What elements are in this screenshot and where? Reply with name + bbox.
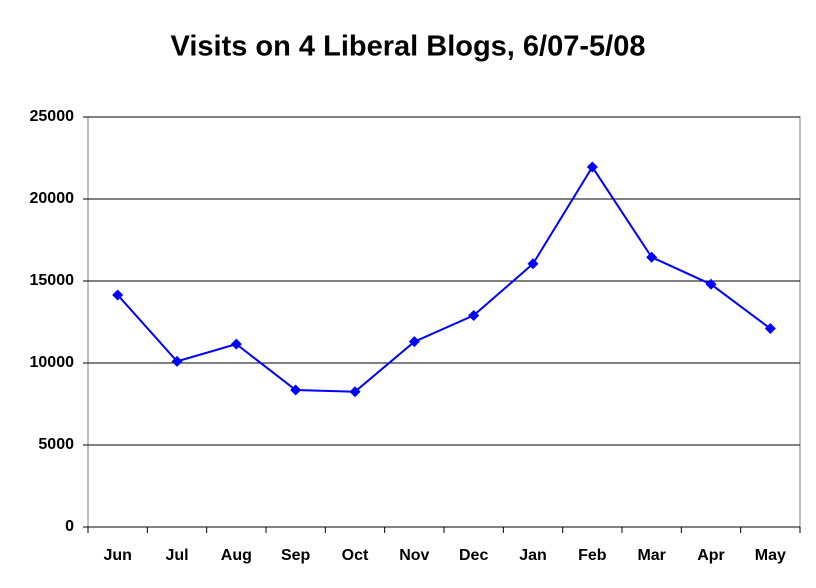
- y-tick-label: 5000: [38, 436, 74, 453]
- marker: [468, 309, 480, 321]
- x-tick-label: Jun: [103, 547, 131, 564]
- x-tick-label: Mar: [637, 547, 665, 564]
- y-tick-label: 20000: [30, 190, 75, 207]
- y-tick-label: 0: [65, 518, 74, 535]
- marker: [764, 323, 776, 335]
- plot-area: [87, 116, 801, 528]
- line: [116, 165, 771, 393]
- x-tick-label: Apr: [697, 547, 725, 564]
- marker: [112, 289, 124, 301]
- y-tick-label: 15000: [30, 272, 75, 289]
- x-tick-label: Nov: [399, 547, 429, 564]
- marker: [705, 278, 717, 290]
- marker: [586, 161, 598, 173]
- marker: [527, 258, 539, 270]
- marker: [349, 386, 361, 398]
- x-tick-label: Sep: [281, 547, 311, 564]
- y-tick-label: 25000: [30, 108, 75, 125]
- x-tick-label: Dec: [459, 547, 488, 564]
- marker: [646, 251, 658, 263]
- marker: [230, 338, 242, 350]
- x-tick-label: May: [755, 547, 786, 564]
- x-tick-label: Jul: [165, 547, 188, 564]
- y-tick-label: 10000: [30, 354, 75, 371]
- x-tick-label: Feb: [578, 547, 607, 564]
- chart-title: Visits on 4 Liberal Blogs, 6/07-5/08: [171, 31, 646, 63]
- x-tick-label: Oct: [342, 547, 369, 564]
- marker: [171, 355, 183, 367]
- x-tick-label: Aug: [221, 547, 252, 564]
- marker: [290, 384, 302, 396]
- x-tick-label: Jan: [519, 547, 547, 564]
- marker: [408, 336, 420, 348]
